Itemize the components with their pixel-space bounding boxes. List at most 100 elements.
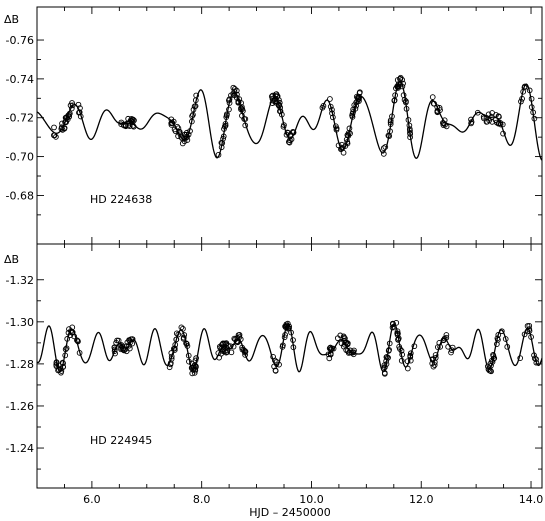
data-point (56, 367, 62, 373)
data-point (404, 358, 411, 365)
data-point (517, 355, 524, 361)
data-point (387, 128, 393, 135)
x-tick-label: 10.0 (299, 493, 324, 506)
data-point (397, 74, 404, 81)
data-point (383, 361, 390, 367)
data-point (231, 92, 238, 99)
data-point (380, 145, 387, 151)
data-point (290, 129, 297, 136)
data-point (228, 92, 234, 99)
data-point (51, 124, 57, 131)
data-point (441, 117, 448, 124)
data-point (115, 337, 122, 344)
data-point (230, 84, 237, 91)
data-point (71, 333, 78, 340)
data-point (189, 118, 195, 125)
data-point (344, 132, 351, 138)
data-point (240, 108, 246, 114)
data-point (350, 109, 356, 115)
data-point (290, 344, 297, 351)
data-point (76, 350, 83, 356)
data-point (329, 110, 335, 117)
data-point (383, 358, 389, 365)
data-point (76, 109, 82, 116)
data-point (405, 117, 412, 123)
data-point (387, 119, 394, 125)
data-point (69, 102, 76, 109)
data-point (62, 352, 69, 359)
data-point (176, 129, 182, 135)
data-point (59, 127, 66, 133)
data-point (434, 104, 441, 111)
data-point (63, 345, 70, 352)
data-point (494, 335, 501, 342)
data-point (443, 334, 450, 341)
data-point (227, 343, 234, 350)
data-point (217, 345, 224, 351)
data-point (493, 119, 500, 126)
data-point (184, 137, 191, 143)
data-point (399, 83, 406, 90)
data-point (215, 350, 222, 356)
data-point (429, 356, 436, 363)
data-point (518, 98, 524, 105)
top-panel-y-ticks: -0.76 -0.74 -0.72 -0.70 -0.68 (6, 34, 542, 216)
data-point (168, 353, 175, 360)
data-point (228, 349, 235, 356)
data-point (235, 339, 241, 345)
data-point (272, 368, 279, 374)
data-point (181, 135, 188, 142)
data-point (337, 332, 344, 339)
data-point (287, 137, 293, 144)
data-point (235, 99, 242, 106)
data-point (275, 102, 282, 109)
data-point (339, 144, 346, 151)
data-point (64, 336, 71, 342)
bottom-panel-star-label: HD 224945 (90, 434, 152, 447)
data-point (488, 113, 495, 120)
data-point (448, 347, 455, 353)
data-point (500, 130, 506, 137)
y-tick-label: -1.32 (6, 274, 34, 287)
data-point (181, 332, 188, 338)
data-point (468, 116, 474, 123)
data-point (437, 343, 443, 350)
data-point (440, 120, 447, 127)
data-point (528, 334, 534, 340)
data-point (68, 105, 75, 112)
data-point (226, 100, 233, 106)
data-point (519, 95, 525, 102)
data-point (112, 350, 118, 357)
data-point (468, 119, 475, 125)
data-point (400, 80, 406, 87)
data-point (338, 141, 345, 148)
data-point (242, 352, 248, 358)
data-point (189, 364, 196, 371)
data-point (411, 343, 418, 350)
data-point (329, 106, 335, 113)
data-point (344, 341, 351, 347)
data-point (431, 362, 438, 368)
data-point (67, 102, 74, 109)
data-point (270, 354, 276, 360)
data-point (226, 96, 233, 103)
data-point (327, 96, 333, 102)
data-point (486, 367, 493, 374)
data-point (430, 100, 437, 107)
data-point (168, 350, 175, 356)
data-point (496, 114, 502, 120)
data-point (234, 91, 240, 98)
data-point (239, 104, 245, 110)
data-point (531, 115, 538, 122)
data-point (474, 109, 481, 116)
data-point (407, 350, 414, 357)
data-point (398, 347, 405, 354)
data-point (382, 364, 388, 371)
data-point (191, 370, 198, 376)
data-point (490, 353, 497, 359)
data-point (282, 332, 288, 338)
data-point (445, 343, 452, 350)
data-point (221, 123, 228, 130)
data-point (277, 108, 283, 115)
data-point (400, 92, 407, 99)
